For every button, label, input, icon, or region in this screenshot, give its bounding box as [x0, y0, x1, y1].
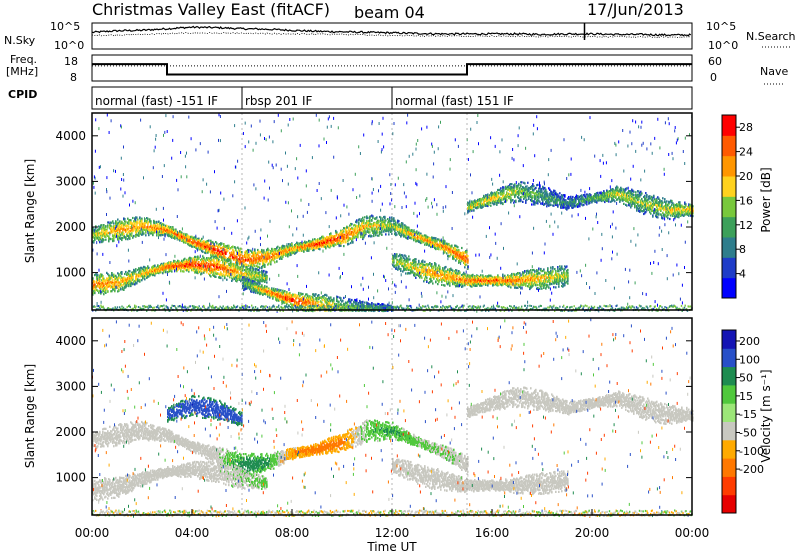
power-colorbar: 4 8 12 16 20 24 28 — [722, 115, 753, 299]
cpid-segments: normal (fast) -151 IF rbsp 201 IF normal (… — [95, 87, 514, 109]
nave-tick-bottom: 0 — [710, 71, 717, 84]
power-panel: 1000 2000 3000 4000 Slant Range [km] 4 8 12 16… — [23, 113, 773, 313]
nsearch-tick-bottom: 10^0 — [708, 39, 738, 52]
nsearch-label: N.Search — [746, 30, 796, 43]
rti-figure: Christmas Valley East (fitACF) beam 04 1… — [0, 0, 800, 554]
colorbar-swatch — [722, 237, 736, 258]
colorbar-tick-label: 24 — [739, 146, 753, 159]
colorbar-tick-label: 15 — [739, 390, 753, 403]
noise-line-nsky — [92, 26, 691, 35]
colorbar-swatch — [722, 278, 736, 299]
velocity-ylabel: Slant Range [km] — [23, 364, 37, 468]
colorbar-tick-label: -200 — [739, 463, 764, 476]
colorbar-swatch — [722, 176, 736, 197]
x-tick-label: 04:00 — [175, 526, 210, 540]
colorbar-swatch — [722, 135, 736, 156]
colorbar-tick-label: 200 — [739, 335, 760, 348]
colorbar-swatch — [722, 476, 736, 495]
colorbar-swatch — [722, 156, 736, 177]
colorbar-tick-label: 28 — [739, 121, 753, 134]
colorbar-swatch — [722, 440, 736, 459]
frequency-panel: 18 8 60 0 — [64, 55, 722, 84]
colorbar-swatch — [722, 367, 736, 386]
cpid-segment-label: normal (fast) -151 IF — [95, 94, 218, 108]
colorbar-swatch — [722, 115, 736, 136]
x-tick-label: 08:00 — [275, 526, 310, 540]
freq-tick-top: 18 — [64, 55, 78, 68]
y-tick-label: 3000 — [55, 174, 86, 188]
colorbar-tick-label: -50 — [739, 426, 757, 439]
nave-tick-top: 60 — [708, 55, 722, 68]
colorbar-swatch — [722, 257, 736, 278]
velocity-panel: 1000 2000 3000 4000 Slant Range [km] 00:00 0… — [23, 318, 773, 554]
x-tick-label: 16:00 — [475, 526, 510, 540]
velocity-xlabel: Time UT — [366, 540, 417, 554]
colorbar-swatch — [722, 422, 736, 441]
noise-series — [92, 23, 691, 40]
noise-panel: 10^5 10^0 10^5 10^0 — [50, 20, 738, 52]
nsky-label: N.Sky — [4, 34, 36, 47]
colorbar-tick-label: 100 — [739, 353, 760, 366]
nsky-tick-top: 10^5 — [50, 20, 80, 33]
cpid-segment-label: rbsp 201 IF — [245, 94, 312, 108]
x-tick-label: 00:00 — [675, 526, 710, 540]
colorbar-tick-label: 4 — [739, 268, 746, 281]
colorbar-tick-label: 50 — [739, 372, 753, 385]
x-tick-label: 20:00 — [575, 526, 610, 540]
y-tick-label: 4000 — [55, 129, 86, 143]
x-tick-label: 00:00 — [75, 526, 110, 540]
beam-label: beam 04 — [354, 3, 425, 22]
colorbar-swatch — [722, 403, 736, 422]
colorbar-swatch — [722, 495, 736, 514]
colorbar-swatch — [722, 385, 736, 404]
y-tick-label: 2000 — [55, 220, 86, 234]
y-tick-label: 4000 — [55, 334, 86, 348]
cpid-segment-label: normal (fast) 151 IF — [395, 94, 514, 108]
freq-tick-bottom: 8 — [70, 71, 77, 84]
cpid-label: CPID — [8, 88, 37, 101]
colorbar-swatch — [722, 348, 736, 367]
colorbar-swatch — [722, 330, 736, 349]
colorbar-tick-label: 8 — [739, 243, 746, 256]
colorbar-swatch — [722, 196, 736, 217]
colorbar-swatch — [722, 217, 736, 238]
y-tick-label: 1000 — [55, 471, 86, 485]
colorbar-swatch — [722, 458, 736, 477]
power-ylabel: Slant Range [km] — [23, 159, 37, 263]
nsearch-tick-top: 10^5 — [706, 20, 736, 33]
cpid-panel: normal (fast) -151 IF rbsp 201 IF normal (… — [92, 87, 692, 109]
y-tick-label: 2000 — [55, 425, 86, 439]
colorbar-tick-label: 16 — [739, 194, 753, 207]
colorbar-tick-label: 12 — [739, 219, 753, 232]
colorbar-tick-label: 20 — [739, 170, 753, 183]
date-label: 17/Jun/2013 — [587, 0, 684, 19]
y-tick-label: 1000 — [55, 266, 86, 280]
nave-label: Nave — [760, 65, 788, 78]
nsky-tick-bottom: 10^0 — [54, 39, 84, 52]
x-tick-label: 12:00 — [375, 526, 410, 540]
power-colorbar-label: Power [dB] — [759, 167, 773, 232]
frequency-series — [92, 64, 692, 74]
velocity-colorbar-label: Velocity [m s⁻¹] — [759, 369, 773, 462]
figure-title: Christmas Valley East (fitACF) — [92, 0, 330, 19]
freq-unit-label: [MHz] — [6, 65, 38, 78]
y-tick-label: 3000 — [55, 379, 86, 393]
colorbar-tick-label: -15 — [739, 408, 757, 421]
